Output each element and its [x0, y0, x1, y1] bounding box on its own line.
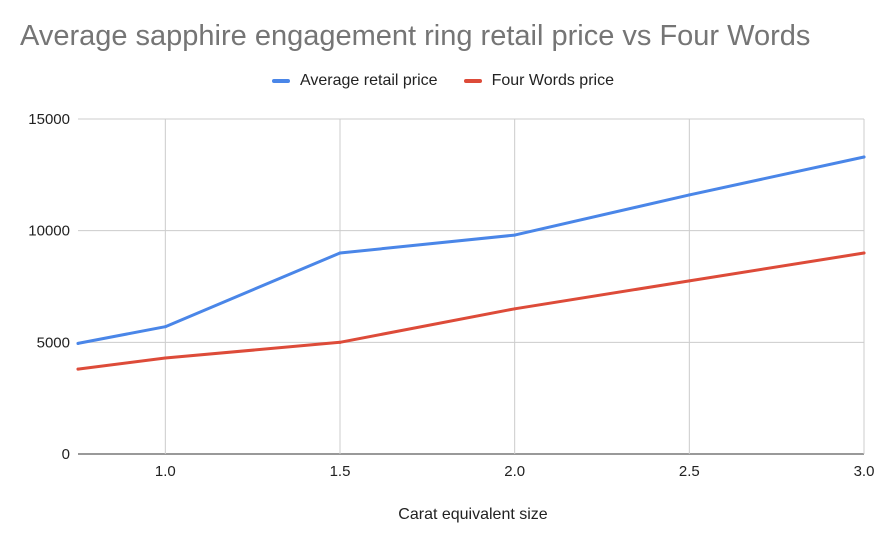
x-axis-title: Carat equivalent size — [398, 506, 548, 523]
y-tick-label-5000: 5000 — [37, 334, 70, 351]
data-point-s1-3 — [513, 307, 517, 311]
chart-title: Average sapphire engagement ring retail … — [20, 20, 811, 52]
y-tick-label-15000: 15000 — [28, 111, 70, 128]
legend-label-four-words: Four Words price — [491, 72, 614, 89]
legend-label-average-retail: Average retail price — [300, 72, 438, 89]
legend-item-four-words[interactable]: Four Words price — [463, 72, 614, 90]
data-point-s1-5 — [862, 251, 866, 255]
data-point-s0-4 — [687, 193, 691, 197]
data-point-s1-4 — [687, 279, 691, 283]
legend-swatch-average-retail — [272, 79, 291, 83]
data-point-s0-5 — [862, 155, 866, 159]
x-tick-label-2.0: 2.0 — [504, 463, 525, 480]
series-line-0 — [76, 155, 866, 345]
series-line-1 — [76, 251, 866, 371]
legend-item-average-retail[interactable]: Average retail price — [272, 72, 438, 90]
legend: Average retail price Four Words price — [0, 72, 886, 90]
data-point-s1-1 — [163, 356, 167, 360]
data-point-s0-3 — [513, 233, 517, 237]
data-point-s0-1 — [163, 325, 167, 329]
data-point-s1-2 — [338, 340, 342, 344]
x-tick-label-3.0: 3.0 — [854, 463, 875, 480]
y-tick-label-10000: 10000 — [28, 223, 70, 240]
y-tick-label-0: 0 — [62, 446, 70, 463]
data-point-s1-0 — [76, 367, 80, 371]
x-tick-label-2.5: 2.5 — [679, 463, 700, 480]
data-point-s0-0 — [76, 341, 80, 345]
legend-swatch-four-words — [463, 79, 482, 83]
x-tick-label-1.5: 1.5 — [330, 463, 351, 480]
x-tick-label-1.0: 1.0 — [155, 463, 176, 480]
data-point-s0-2 — [338, 251, 342, 255]
